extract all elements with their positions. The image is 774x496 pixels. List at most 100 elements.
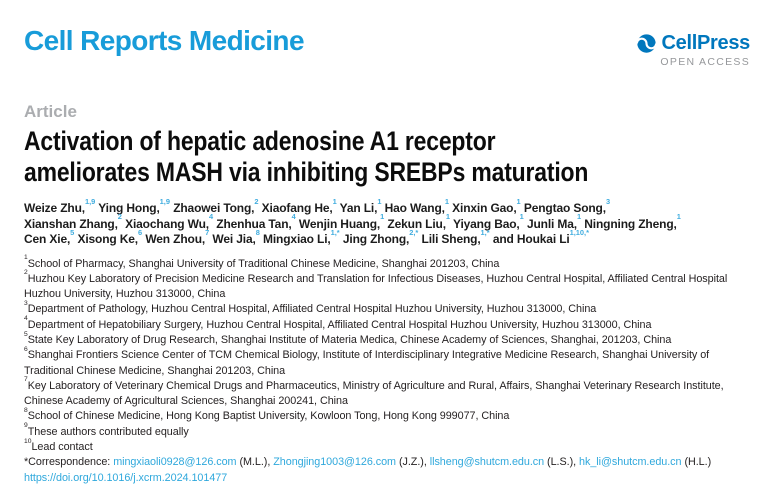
publisher-logo: CellPress [661,32,751,54]
author-name: Jing Zhong, [342,232,410,246]
author-name: Wenjin Huang, [298,216,381,231]
author: Jing Zhong,2,* [342,229,418,246]
author: Wei Jia,8 [212,229,259,246]
author: Yan Li,1 [339,198,382,215]
author-name: and Houkai Li [492,232,570,246]
correspondence-initials: (M.L.), [239,456,271,469]
publisher-block: CellPress OPEN ACCESS [635,32,751,68]
affiliation-superscript: 2 [24,269,28,277]
doi-link[interactable]: https://doi.org/10.1016/j.xcrm.2024.1014… [24,471,228,484]
correspondence-initials: (L.S.), [547,456,577,469]
doi-line: https://doi.org/10.1016/j.xcrm.2024.1014… [24,471,750,486]
author-superscript: 4 [208,212,214,222]
author-name: Pengtao Song, [523,201,606,215]
author: Pengtao Song,3 [523,198,610,215]
affiliation-superscript: 7 [24,376,28,384]
author: Xinxin Gao,1 [452,198,521,215]
author-name: Yiyang Bao, [453,216,520,231]
author-name: Xiaochang Wu, [125,216,209,231]
affiliation-superscript: 6 [24,345,28,353]
affiliation-superscript: 4 [24,315,28,323]
correspondence-email-link[interactable]: llsheng@shutcm.edu.cn [429,456,545,469]
author: Ningning Zheng,1 [584,213,681,230]
author-superscript: 1 [676,212,681,222]
author: Zhenhua Tan,4 [216,213,295,230]
author-name: Zekun Liu, [387,216,446,231]
author-superscript: 1 [576,212,582,222]
affiliation-superscript: 8 [24,407,28,415]
author-line: Xianshan Zhang,2 Xiaochang Wu,4 Zhenhua … [24,213,750,233]
article-title-line-2: ameliorates MASH via inhibiting SREBPs m… [24,157,589,187]
correspondence-initials: (J.Z.), [398,456,427,469]
affiliation-superscript: 5 [24,330,28,338]
author: Mingxiao Li,1,* [263,229,340,246]
author-superscript: 1 [519,212,524,222]
affiliation-text: School of Pharmacy, Shanghai University … [27,257,500,270]
article-title: Activation of hepatic adenosine A1 recep… [24,126,641,188]
affiliation-line: 10Lead contact [24,437,750,455]
author-superscript: 1 [332,196,337,206]
affiliation-superscript: 9 [24,422,28,430]
affiliation-line: 6Shanghai Frontiers Science Center of TC… [24,345,750,379]
affiliation-text: These authors contributed equally [27,425,189,438]
affiliation-superscript: 3 [24,300,28,307]
affiliation-line: 7Key Laboratory of Veterinary Chemical D… [24,376,750,410]
author-name: Hao Wang, [384,201,445,215]
author-list: Weize Zhu,1,9 Ying Hong,1,9 Zhaowei Tong… [24,198,750,248]
affiliation-text: Key Laboratory of Veterinary Chemical Dr… [24,379,724,408]
author-name: Xinxin Gao, [452,201,517,215]
author: Wenjin Huang,1 [298,213,384,231]
correspondence-initials: (H.L.) [684,456,712,469]
affiliation-text: State Key Laboratory of Drug Research, S… [27,333,672,346]
author: Xiaochang Wu,4 [125,213,213,231]
author: Wen Zhou,7 [145,229,209,246]
correspondence-prefix: *Correspondence: [24,456,111,469]
correspondence-email-link[interactable]: mingxiaoli0928@126.com [113,456,237,469]
author: Xisong Ke,6 [77,229,142,246]
author: Hao Wang,1 [384,198,449,215]
author: Junli Ma,1 [527,213,581,230]
author-line: Cen Xie,5 Xisong Ke,6 Wen Zhou,7 Wei Jia… [24,229,750,248]
affiliation-line: 5State Key Laboratory of Drug Research, … [24,330,750,348]
author-superscript: 1 [377,196,382,206]
author-name: Wei Jia, [212,232,256,246]
author-superscript: 1,* [330,227,340,237]
author-superscript: 1 [380,212,385,222]
author-name: Cen Xie, [24,232,71,246]
journal-logo: Cell Reports Medicine [24,25,305,56]
masthead: Cell Reports Medicine CellPress OPEN ACC… [24,26,750,72]
author-superscript: 3 [605,196,611,206]
author-superscript: 1,10,* [569,227,590,237]
author-superscript: 1 [445,212,451,222]
author-superscript: 7 [205,227,210,237]
affiliation-superscript: 1 [24,254,28,262]
author-superscript: 2 [254,196,259,206]
affiliation-superscript: 10 [24,437,32,445]
affiliation-text: Department of Hepatobiliary Surgery, Huz… [27,318,652,331]
author-superscript: 1 [516,196,521,206]
article-type-label: Article [24,102,77,121]
author-name: Wen Zhou, [145,232,206,246]
affiliation-text: Department of Pathology, Huzhou Central … [27,303,597,316]
correspondence-email-link[interactable]: hk_li@shutcm.edu.cn [579,456,682,469]
author-name: Lili Sheng, [421,232,481,246]
author-name: Yan Li, [339,201,378,215]
author: Zhaowei Tong,2 [173,198,258,215]
affiliation-line: 1School of Pharmacy, Shanghai University… [24,254,750,272]
article-title-line-1: Activation of hepatic adenosine A1 recep… [24,126,496,156]
author-superscript: 5 [70,227,75,237]
author: Cen Xie,5 [24,229,74,246]
author-line: Weize Zhu,1,9 Ying Hong,1,9 Zhaowei Tong… [24,198,750,217]
author-superscript: 1,9 [84,196,96,206]
affiliation-list: 1School of Pharmacy, Shanghai University… [24,254,750,456]
correspondence-email-link[interactable]: Zhongjing1003@126.com [273,456,396,469]
author: Xiaofang He,1 [261,198,337,215]
open-access-label: OPEN ACCESS [660,56,750,68]
affiliation-text: Lead contact [31,441,93,454]
affiliation-line: 9These authors contributed equally [24,422,750,440]
cellpress-swirl-icon [635,33,657,54]
author: Lili Sheng,1,* [421,229,490,246]
author-superscript: 1,* [480,227,490,237]
author-name: Xiaofang He, [261,201,333,215]
author: Weize Zhu,1,9 [24,198,95,215]
